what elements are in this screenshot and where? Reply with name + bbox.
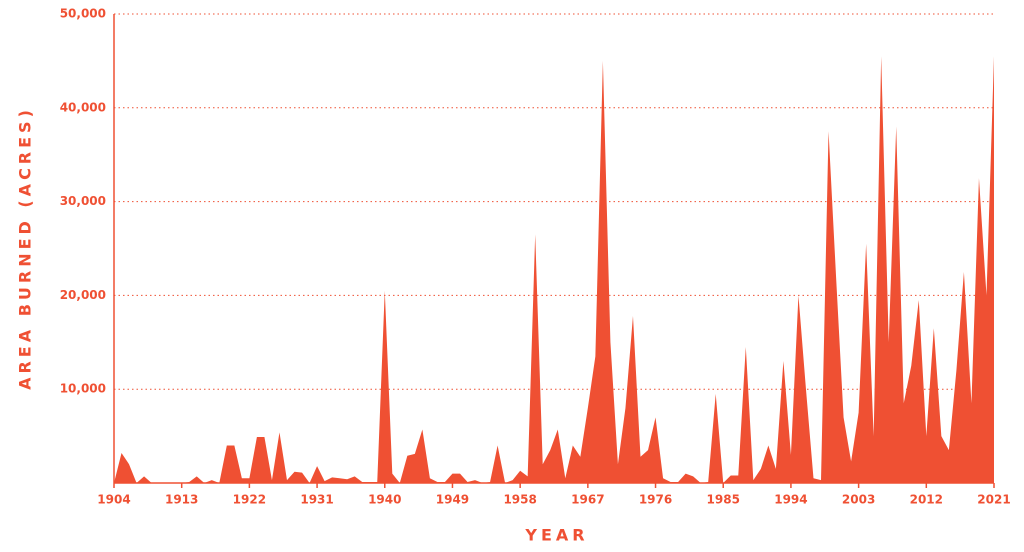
x-tick-label: 1922 xyxy=(233,493,266,507)
x-tick-label: 1994 xyxy=(774,493,807,507)
x-tick-label: 2021 xyxy=(977,493,1010,507)
y-tick-label: 50,000 xyxy=(60,7,106,21)
y-tick-label: 10,000 xyxy=(60,382,106,396)
y-tick-label: 30,000 xyxy=(60,194,106,208)
x-tick-label: 1904 xyxy=(97,493,130,507)
x-tick-label: 1913 xyxy=(165,493,198,507)
x-axis-title: YEAR xyxy=(524,526,588,545)
area xyxy=(114,56,994,484)
y-tick-label: 20,000 xyxy=(60,288,106,302)
x-tick-label: 1931 xyxy=(300,493,333,507)
x-tick-label: 1985 xyxy=(707,493,740,507)
y-axis-title: AREA BURNED (ACRES) xyxy=(16,106,35,390)
x-tick-label: 1967 xyxy=(571,493,604,507)
x-tick-label: 2003 xyxy=(842,493,875,507)
y-tick-label: 40,000 xyxy=(60,100,106,114)
x-tick-label: 2012 xyxy=(910,493,943,507)
x-tick-label: 1949 xyxy=(436,493,469,507)
x-tick-label: 1976 xyxy=(639,493,672,507)
x-tick-label: 1940 xyxy=(368,493,401,507)
x-tick-label: 1958 xyxy=(503,493,536,507)
